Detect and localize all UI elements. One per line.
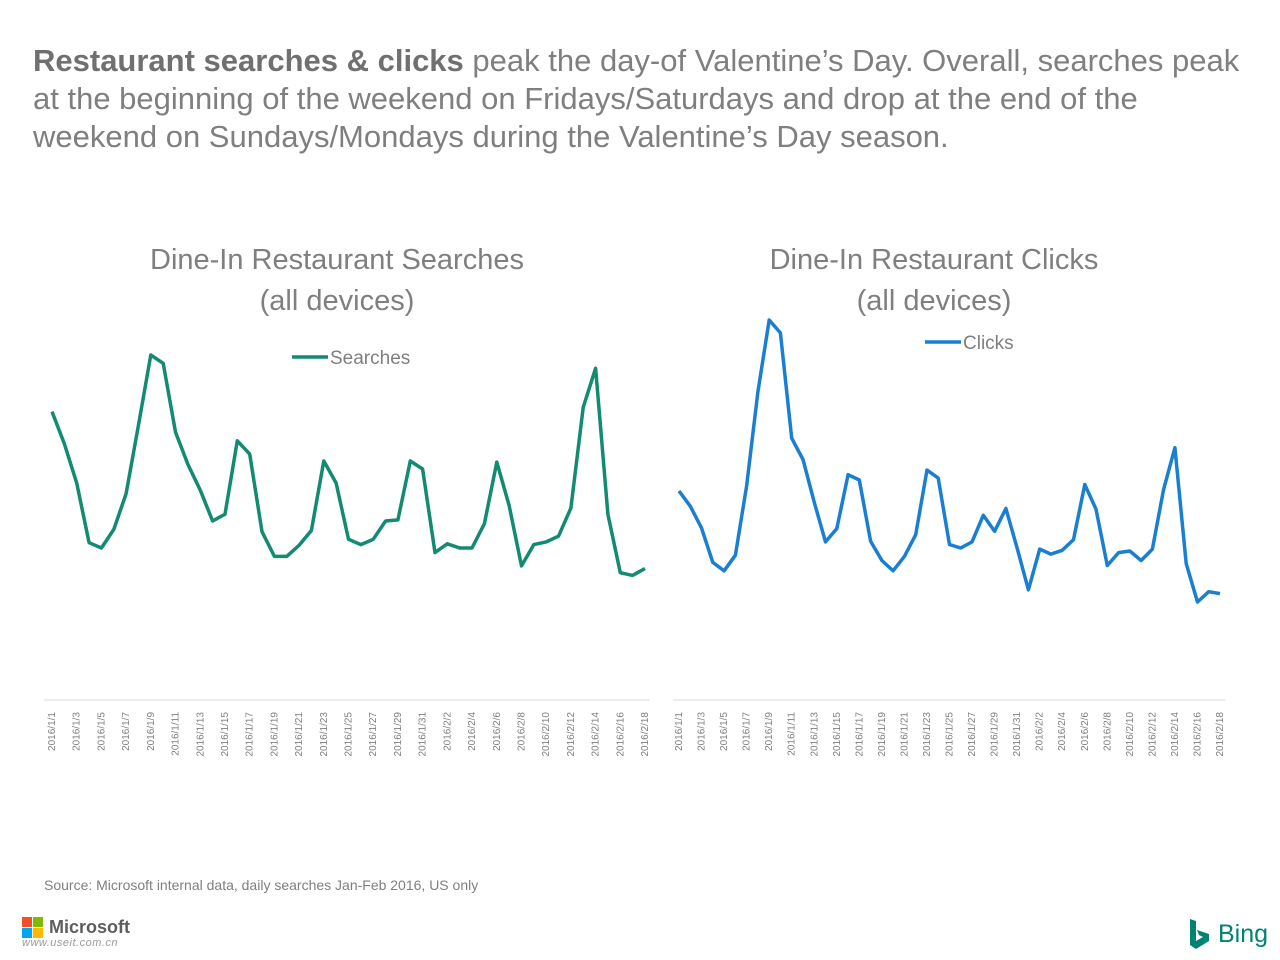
source-note: Source: Microsoft internal data, daily s… (44, 877, 479, 893)
x-tick-label: 2016/1/21 (899, 712, 910, 757)
x-tick-label: 2016/1/25 (344, 712, 355, 757)
headline-lead: Restaurant searches & clicks (33, 43, 464, 78)
bing-b-icon (1190, 919, 1209, 949)
series-line-clicks (677, 318, 1221, 604)
searches-chart: Dine-In Restaurant Searches (all devices)… (44, 244, 651, 757)
x-tick-label: 2016/2/6 (492, 712, 503, 751)
x-tick-label: 2016/2/8 (1102, 712, 1113, 751)
microsoft-squares-icon (22, 917, 44, 939)
x-tick-label: 2016/2/10 (541, 712, 552, 757)
x-tick-label: 2016/1/3 (697, 712, 708, 751)
x-tick-label: 2016/1/17 (245, 712, 256, 757)
x-tick-label: 2016/1/3 (72, 712, 83, 751)
microsoft-wordmark: Microsoft (49, 917, 130, 937)
legend-label: Clicks (963, 333, 1014, 354)
chart-title-line-1: Dine-In Restaurant Searches (150, 244, 524, 276)
x-tick-label: 2016/1/15 (220, 712, 231, 757)
watermark-url: www.useit.com.cn (22, 937, 119, 949)
x-tick-label: 2016/2/12 (566, 712, 577, 757)
x-tick-label: 2016/1/19 (877, 712, 888, 757)
series-line-searches (50, 353, 646, 578)
x-tick-label: 2016/1/7 (742, 712, 753, 751)
x-tick-label: 2016/1/11 (787, 712, 798, 756)
chart-title-line-2: (all devices) (857, 285, 1012, 317)
x-tick-label: 2016/1/29 (393, 712, 404, 757)
charts-canvas: Dine-In Restaurant Searches (all devices)… (44, 244, 1226, 757)
headline: Restaurant searches & clicks peak the da… (33, 42, 1248, 156)
x-tick-label: 2016/1/9 (146, 712, 157, 751)
x-tick-label: 2016/1/7 (121, 712, 132, 751)
x-tick-label: 2016/2/18 (1215, 712, 1226, 757)
x-tick-label: 2016/2/12 (1147, 712, 1158, 757)
x-tick-label: 2016/1/13 (195, 712, 206, 757)
x-tick-label: 2016/1/23 (922, 712, 933, 757)
x-tick-label: 2016/1/21 (294, 712, 305, 757)
headline-rest: peak the day-of Valentine’s Day. Overall… (33, 43, 1240, 154)
bing-wordmark: Bing (1218, 920, 1269, 948)
x-tick-label: 2016/1/19 (269, 712, 280, 757)
x-tick-label: 2016/1/9 (764, 712, 775, 751)
x-tick-label: 2016/1/27 (368, 712, 379, 757)
x-tick-label: 2016/2/6 (1080, 712, 1091, 751)
x-tick-label: 2016/1/17 (854, 712, 865, 757)
x-tick-label: 2016/1/11 (171, 712, 182, 756)
x-tick-label: 2016/1/1 (47, 712, 58, 751)
x-tick-label: 2016/1/13 (809, 712, 820, 757)
x-tick-label: 2016/2/14 (591, 712, 602, 757)
x-tick-label: 2016/2/8 (517, 712, 528, 751)
x-tick-label: 2016/1/29 (990, 712, 1001, 757)
x-tick-label: 2016/2/4 (467, 712, 478, 751)
x-tick-label: 2016/2/2 (1035, 712, 1046, 751)
x-tick-label: 2016/1/23 (319, 712, 330, 757)
x-tick-label: 2016/1/5 (96, 712, 107, 751)
x-tick-label: 2016/2/16 (615, 712, 626, 757)
x-tick-label: 2016/1/31 (418, 712, 429, 757)
x-tick-label: 2016/2/4 (1057, 712, 1068, 751)
x-tick-label: 2016/2/2 (442, 712, 453, 751)
microsoft-logo: Microsoft www.useit.com.cn (22, 915, 162, 951)
x-tick-label: 2016/2/18 (640, 712, 651, 757)
clicks-chart: Dine-In Restaurant Clicks (all devices) Cl… (673, 244, 1226, 757)
x-tick-label: 2016/2/16 (1193, 712, 1204, 757)
legend-label: Searches (330, 348, 410, 369)
x-tick-label: 2016/1/5 (719, 712, 730, 751)
x-tick-label: 2016/1/31 (1012, 712, 1023, 757)
x-tick-label: 2016/1/25 (945, 712, 956, 757)
x-tick-label: 2016/1/15 (832, 712, 843, 757)
x-tick-label: 2016/1/27 (967, 712, 978, 757)
x-tick-label: 2016/2/10 (1125, 712, 1136, 757)
chart-title-line-2: (all devices) (260, 285, 415, 317)
x-tick-label: 2016/1/1 (674, 712, 685, 751)
bing-logo: Bing (1188, 918, 1268, 952)
x-tick-label: 2016/2/14 (1170, 712, 1181, 757)
chart-title-line-1: Dine-In Restaurant Clicks (770, 244, 1099, 276)
